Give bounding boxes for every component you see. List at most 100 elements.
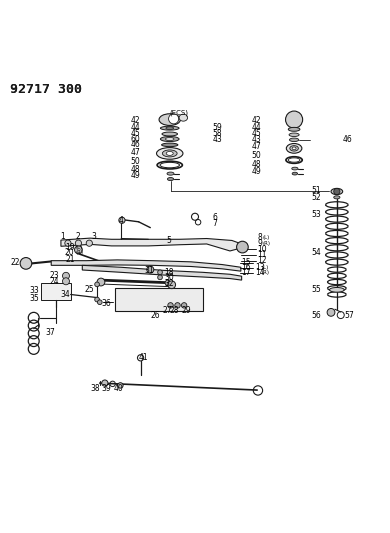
Ellipse shape (161, 143, 178, 147)
Circle shape (95, 297, 99, 302)
Circle shape (327, 309, 335, 316)
Circle shape (168, 114, 179, 124)
Ellipse shape (162, 132, 177, 136)
Text: 5: 5 (167, 236, 172, 245)
Circle shape (62, 278, 69, 285)
Text: (L): (L) (75, 245, 83, 251)
Text: 54: 54 (312, 248, 321, 257)
Text: 13: 13 (255, 263, 265, 272)
Text: 22: 22 (11, 258, 20, 267)
Circle shape (181, 303, 187, 308)
Text: 32: 32 (164, 279, 174, 288)
Circle shape (118, 383, 123, 388)
Text: 16: 16 (242, 263, 251, 272)
Text: 43: 43 (213, 134, 222, 143)
Circle shape (86, 240, 92, 246)
Circle shape (20, 257, 32, 269)
Bar (41, 283, 71, 300)
Circle shape (237, 241, 248, 253)
Text: 59: 59 (213, 123, 222, 132)
Text: 6: 6 (213, 213, 217, 222)
Text: 25: 25 (84, 285, 94, 294)
Text: 43: 43 (251, 134, 261, 143)
Text: 49: 49 (131, 172, 140, 181)
Polygon shape (82, 265, 242, 280)
Polygon shape (61, 238, 242, 251)
Circle shape (65, 240, 71, 246)
Circle shape (175, 303, 180, 308)
Circle shape (158, 275, 162, 280)
Ellipse shape (289, 133, 299, 136)
Text: 3: 3 (91, 232, 96, 241)
Text: (R): (R) (75, 251, 83, 255)
Text: 27: 27 (162, 305, 172, 314)
Circle shape (74, 246, 82, 254)
Text: 45: 45 (251, 128, 261, 138)
Polygon shape (51, 260, 241, 271)
Text: 21: 21 (65, 255, 74, 264)
Text: 1: 1 (60, 232, 65, 241)
Text: 58: 58 (213, 128, 222, 138)
Ellipse shape (292, 167, 298, 170)
Text: 42: 42 (252, 116, 261, 125)
Text: 33: 33 (30, 286, 39, 295)
Ellipse shape (166, 151, 173, 155)
Ellipse shape (289, 138, 299, 142)
Text: 53: 53 (312, 209, 321, 219)
Text: (ECS): (ECS) (170, 110, 189, 116)
Text: (L): (L) (262, 265, 269, 270)
Ellipse shape (167, 172, 174, 175)
Circle shape (165, 280, 170, 286)
Circle shape (334, 188, 340, 195)
Text: 42: 42 (131, 116, 140, 125)
Text: 92717 300: 92717 300 (11, 83, 82, 96)
Text: 2: 2 (76, 232, 80, 241)
Text: 57: 57 (345, 311, 355, 320)
Ellipse shape (330, 287, 344, 292)
Text: 47: 47 (131, 148, 140, 157)
Text: 31: 31 (144, 266, 154, 275)
Text: 39: 39 (102, 384, 112, 393)
Bar (115, 288, 203, 311)
Ellipse shape (292, 172, 298, 175)
Text: 50: 50 (131, 157, 140, 166)
Text: 50: 50 (251, 151, 261, 160)
Text: 92717 300: 92717 300 (11, 83, 82, 96)
Ellipse shape (331, 188, 343, 195)
Ellipse shape (288, 127, 300, 131)
Text: 52: 52 (312, 193, 321, 202)
Text: 47: 47 (251, 142, 261, 151)
Text: 24: 24 (50, 277, 59, 286)
Circle shape (95, 282, 99, 287)
Ellipse shape (156, 148, 183, 159)
Text: (R): (R) (262, 270, 270, 275)
Text: 7: 7 (213, 219, 217, 228)
Text: 17: 17 (242, 268, 251, 277)
Text: 35: 35 (30, 294, 39, 303)
Text: 4: 4 (118, 216, 123, 225)
Text: 45: 45 (131, 128, 140, 138)
Text: 12: 12 (257, 256, 267, 265)
Ellipse shape (159, 114, 181, 125)
Text: 19: 19 (65, 244, 74, 252)
Ellipse shape (165, 138, 174, 141)
Text: 10: 10 (257, 245, 267, 254)
Ellipse shape (162, 150, 177, 157)
Ellipse shape (286, 143, 302, 153)
Text: 29: 29 (181, 305, 191, 314)
Circle shape (168, 281, 176, 289)
Ellipse shape (160, 136, 179, 142)
Circle shape (158, 270, 162, 274)
Text: 36: 36 (102, 298, 112, 308)
Circle shape (168, 303, 173, 308)
Text: 48: 48 (252, 160, 261, 169)
Text: 44: 44 (131, 123, 140, 132)
Circle shape (102, 380, 108, 386)
Text: 26: 26 (150, 311, 160, 320)
Text: (R): (R) (262, 241, 271, 246)
Text: 40: 40 (113, 384, 123, 393)
Circle shape (119, 217, 125, 223)
Text: 20: 20 (65, 248, 74, 257)
Text: 38: 38 (90, 384, 100, 393)
Circle shape (285, 111, 303, 128)
